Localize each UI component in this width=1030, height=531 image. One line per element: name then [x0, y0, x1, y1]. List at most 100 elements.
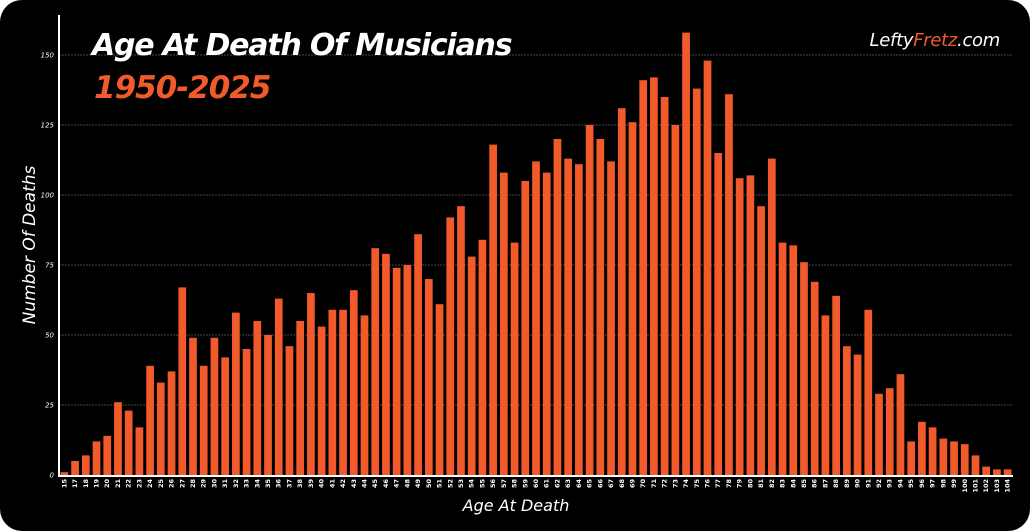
x-tick-label: 79: [736, 479, 744, 489]
bar-age-41: [328, 309, 337, 475]
bar-age-66: [596, 139, 605, 475]
bar-age-78: [725, 94, 733, 475]
x-tick-label: 95: [907, 479, 915, 489]
x-tick-label: 86: [811, 479, 819, 489]
y-tick-label: 50: [45, 332, 54, 340]
bar-age-48: [403, 265, 412, 475]
bar-age-103: [993, 469, 1001, 475]
x-tick-label: 83: [779, 479, 787, 488]
bar-age-26: [167, 371, 176, 475]
bar-age-81: [757, 206, 765, 475]
bar-age-88: [832, 295, 840, 475]
bar-age-60: [532, 161, 540, 475]
bar-age-86: [810, 281, 819, 475]
x-tick-label: 91: [864, 479, 872, 489]
x-tick-label: 23: [135, 479, 143, 488]
x-tick-label: 100: [961, 479, 969, 493]
x-tick-label: 103: [993, 479, 1001, 493]
bar-age-18: [81, 455, 90, 475]
bar-age-15: [60, 472, 69, 475]
brand-logo: LeftyFretz.com: [870, 30, 1001, 51]
bar-age-99: [950, 441, 958, 475]
bar-age-90: [853, 354, 862, 475]
x-tick-label: 93: [886, 479, 894, 488]
bar-age-94: [896, 374, 905, 475]
x-tick-label: 58: [511, 479, 519, 489]
bar-age-63: [564, 158, 573, 475]
y-tick-label: 150: [41, 52, 55, 60]
x-tick-label: 82: [768, 479, 776, 488]
bar-age-102: [982, 466, 991, 475]
y-tick-label: 125: [41, 122, 55, 130]
x-tick-label: 74: [682, 479, 690, 489]
x-tick-label: 80: [746, 479, 754, 489]
bars: [60, 32, 1012, 476]
bar-age-71: [650, 77, 658, 476]
x-tick-label: 98: [939, 479, 947, 489]
x-tick-label: 99: [950, 479, 958, 489]
x-tick-label: 41: [328, 479, 336, 489]
bar-age-95: [907, 441, 916, 475]
x-tick-label: 46: [382, 479, 390, 489]
x-tick-label: 51: [436, 479, 444, 489]
bar-age-37: [285, 346, 294, 475]
y-tick-label: 0: [50, 472, 55, 480]
x-tick-label: 53: [457, 479, 465, 488]
bar-age-54: [467, 256, 476, 475]
x-tick-label: 73: [671, 479, 679, 488]
bar-age-20: [103, 435, 112, 475]
x-tick-label: 61: [543, 479, 551, 489]
x-tick-label: 26: [168, 479, 176, 489]
bar-age-35: [264, 335, 272, 475]
bar-age-73: [671, 125, 680, 475]
bar-age-50: [424, 279, 433, 475]
x-tick-label: 45: [371, 479, 379, 489]
x-tick-label: 30: [210, 479, 218, 489]
y-tick-label: 75: [45, 262, 54, 270]
bar-age-39: [307, 293, 315, 475]
bar-age-79: [735, 178, 744, 475]
bar-age-25: [156, 382, 165, 475]
x-tick-label: 70: [639, 479, 647, 489]
x-tick-label: 59: [521, 479, 529, 489]
x-tick-label: 47: [393, 479, 401, 488]
x-tick-label: 48: [403, 479, 411, 489]
bar-age-56: [489, 144, 497, 475]
bar-age-91: [864, 309, 873, 475]
bar-age-55: [478, 239, 487, 475]
bar-age-32: [232, 312, 240, 475]
x-tick-label: 67: [607, 479, 615, 488]
x-tick-label: 66: [596, 479, 604, 489]
bar-age-76: [703, 60, 712, 475]
x-tick-label: 40: [318, 479, 326, 489]
bar-age-52: [446, 217, 455, 475]
x-tick-label: 78: [725, 479, 733, 489]
bar-age-17: [71, 461, 79, 475]
x-tick-label: 77: [714, 479, 722, 488]
x-tick-label: 81: [757, 479, 765, 489]
x-tick-label: 49: [414, 479, 422, 489]
bar-age-68: [617, 108, 626, 475]
x-tick-label: 54: [468, 479, 476, 489]
bar-age-49: [414, 234, 422, 475]
bar-age-59: [521, 181, 530, 475]
bar-age-23: [135, 427, 144, 475]
bar-age-84: [789, 245, 798, 475]
x-tick-label: 90: [854, 479, 862, 489]
bar-age-27: [178, 287, 187, 475]
bar-age-70: [639, 80, 648, 475]
bar-age-61: [542, 172, 551, 475]
x-tick-label: 60: [532, 479, 540, 489]
x-tick-label: 42: [339, 479, 347, 488]
x-tick-label: 64: [575, 479, 583, 489]
x-tick-label: 62: [553, 479, 561, 488]
bar-age-29: [199, 365, 208, 475]
bar-age-80: [746, 175, 755, 475]
bar-age-83: [778, 242, 787, 475]
bar-age-89: [843, 346, 851, 475]
x-tick-label: 18: [82, 479, 90, 489]
bar-age-69: [628, 122, 637, 475]
x-tick-label: 71: [650, 479, 658, 489]
